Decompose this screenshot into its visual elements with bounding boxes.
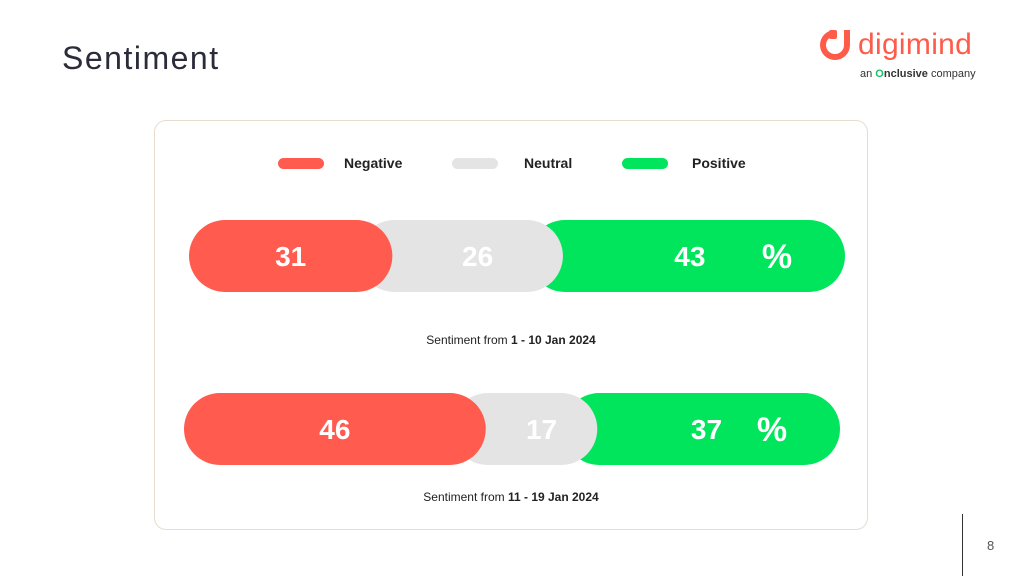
bar-negative-row-1 (189, 220, 393, 292)
value-label-neutral-row-1: 26 (462, 241, 493, 272)
footer-divider (962, 514, 963, 576)
value-label-positive-row-1: 43 (674, 241, 705, 272)
legend-label-positive: Positive (692, 155, 746, 171)
bar-neutral-row-1 (358, 220, 563, 292)
unit-label-row-2: % (757, 411, 787, 449)
unit-label-row-1: % (762, 238, 792, 276)
value-label-negative-row-2: 46 (319, 414, 350, 445)
bar-row-2: 46 17 37% (184, 393, 840, 465)
caption-row-2: Sentiment from 11 - 19 Jan 2024 (423, 490, 599, 504)
page-title: Sentiment (62, 40, 220, 76)
bar-positive-row-2 (563, 393, 840, 465)
value-label-neutral-row-2: 17 (526, 414, 557, 445)
bar-positive-row-1 (528, 220, 845, 292)
bar-row-1: 31 26 43% (189, 220, 845, 292)
sentiment-card: Negative Neutral Positive 31 26 43% 46 17 37%… (154, 120, 868, 530)
legend-swatch-neutral (452, 158, 498, 169)
chart-legend: Negative Neutral Positive (155, 121, 867, 201)
value-label-positive-row-2: 37 (691, 414, 722, 445)
bar-neutral-row-2 (451, 393, 598, 465)
bar-negative-row-2 (184, 393, 486, 465)
legend-swatch-negative (278, 158, 324, 169)
legend-label-neutral: Neutral (524, 155, 573, 171)
legend-swatch-positive (622, 158, 668, 169)
legend-label-negative: Negative (344, 155, 403, 171)
caption-row-1: Sentiment from 1 - 10 Jan 2024 (426, 333, 596, 347)
digimind-logo-icon (820, 30, 850, 60)
page-number: 8 (987, 538, 995, 553)
logo-tagline: an Onclusive company (860, 68, 976, 80)
value-label-negative-row-1: 31 (275, 241, 306, 272)
sentiment-bars: 31 26 43 % 46 17 37% (184, 220, 845, 465)
logo-wordmark: digimind (858, 28, 973, 61)
digimind-logo: digimind an Onclusive company (816, 24, 986, 84)
